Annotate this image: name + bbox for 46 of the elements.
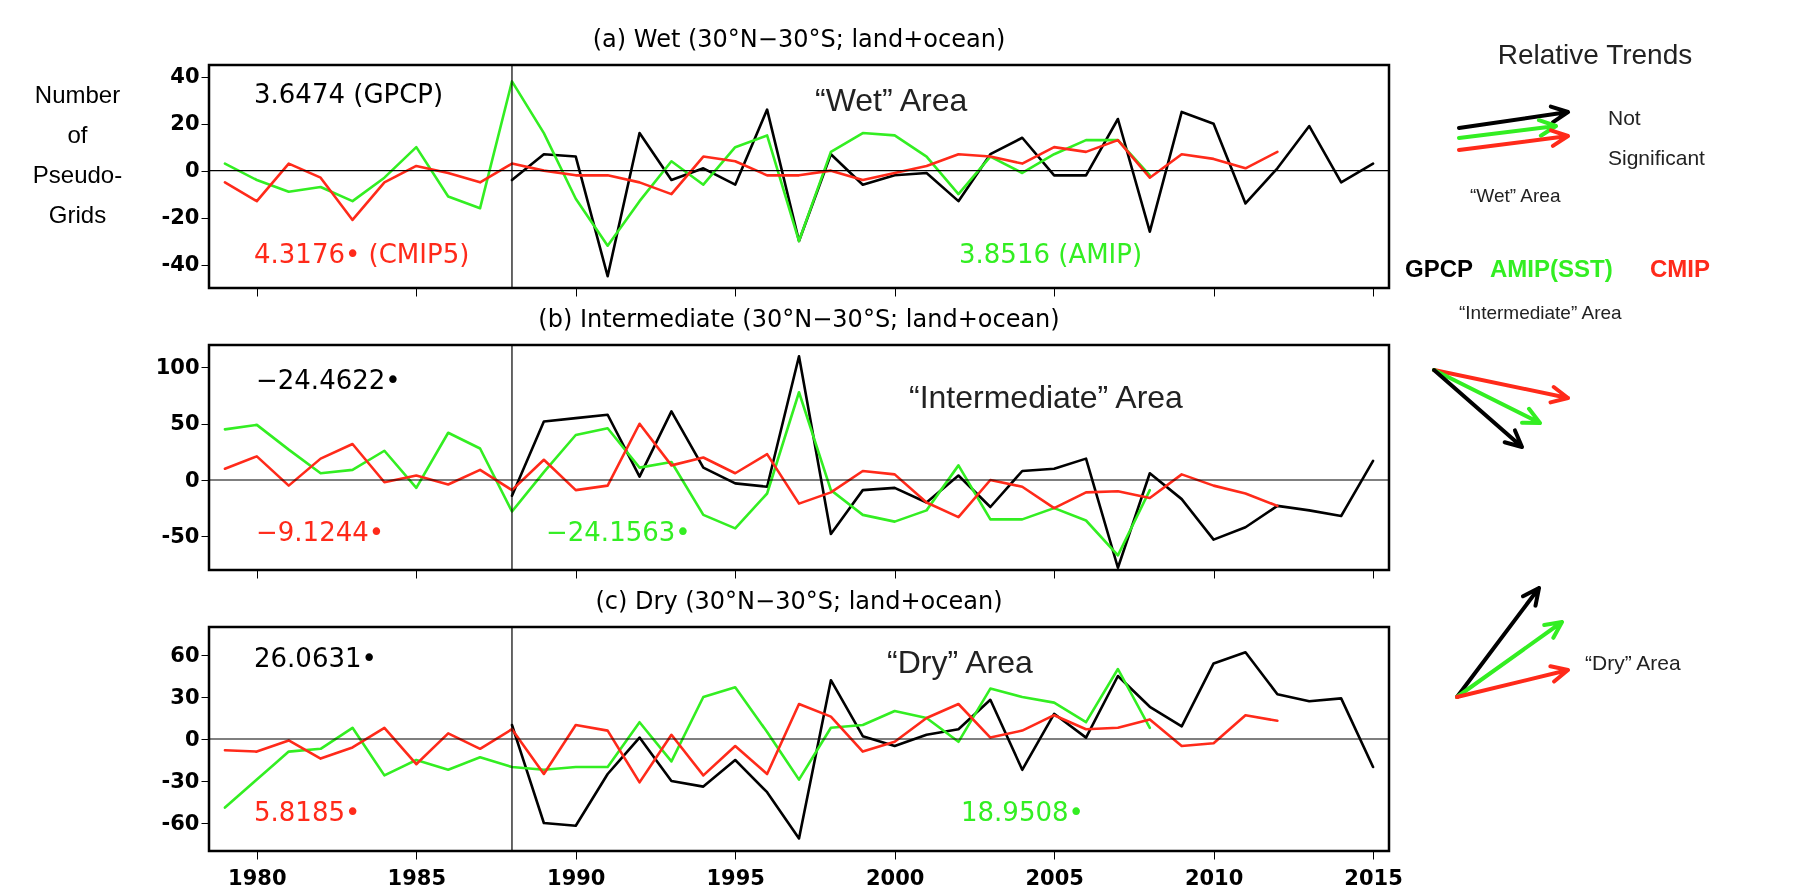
x-tick-label: 2005 xyxy=(1025,865,1084,890)
annotation: “Dry” Area xyxy=(887,644,1033,680)
text: Relative Trends xyxy=(1497,39,1693,71)
y-tick-label: 100 xyxy=(155,355,200,379)
x-tick-label: 1995 xyxy=(706,865,765,890)
annotation: 18.9508• xyxy=(961,797,1084,827)
annotation: −24.4622• xyxy=(256,365,401,395)
chart-title: (c) Dry (30°N−30°S; land+ocean) xyxy=(595,587,1003,616)
annotation: −9.1244• xyxy=(256,517,385,547)
y-tick-label: 0 xyxy=(184,726,200,751)
annotation: 5.8185• xyxy=(254,797,361,827)
text: Not Significant xyxy=(1608,105,1706,169)
annotation: “Wet” Area xyxy=(815,82,968,118)
x-tick-label: 1990 xyxy=(547,865,606,890)
y-tick-label: 0 xyxy=(184,467,200,492)
text: CMIP xyxy=(1650,255,1710,283)
chart-title: (a) Wet (30°N−30°S; land+ocean) xyxy=(592,25,1006,54)
x-tick-label: 2010 xyxy=(1184,865,1244,890)
text: “Intermediate” Area xyxy=(1459,302,1623,324)
x-tick-label: 2015 xyxy=(1344,865,1403,890)
y-tick-label: 20 xyxy=(170,111,200,136)
text: “Dry” Area xyxy=(1585,650,1681,674)
y-tick-label: 50 xyxy=(170,411,200,436)
y-tick-label: 60 xyxy=(170,642,200,667)
y-tick-label: -50 xyxy=(161,523,200,548)
y-tick-label: -60 xyxy=(161,810,200,835)
x-tick-label: 1980 xyxy=(228,865,287,890)
y-tick-label: -40 xyxy=(161,252,200,277)
y-tick-label: -30 xyxy=(161,768,200,793)
text: GPCP xyxy=(1405,255,1474,283)
text: “Wet” Area xyxy=(1470,185,1561,207)
annotation: 3.6474 (GPCP) xyxy=(254,79,444,109)
y-tick-label: 0 xyxy=(184,158,200,183)
annotation: 26.0631• xyxy=(254,643,377,673)
annotation: 4.3176• (CMIP5) xyxy=(254,239,470,269)
chart-title: (b) Intermediate (30°N−30°S; land+ocean) xyxy=(538,305,1060,334)
y-axis-title: Number of Pseudo-Grids xyxy=(32,80,123,228)
annotation: −24.1563• xyxy=(546,517,691,547)
y-tick-label: 40 xyxy=(170,64,200,89)
x-tick-label: 1985 xyxy=(387,865,447,890)
annotation: “Intermediate” Area xyxy=(909,379,1184,415)
y-tick-label: 30 xyxy=(170,684,200,709)
x-tick-label: 2000 xyxy=(865,865,925,890)
text: AMIP(SST) xyxy=(1490,255,1613,283)
y-tick-label: -20 xyxy=(161,205,200,230)
annotation: 3.8516 (AMIP) xyxy=(959,239,1143,269)
